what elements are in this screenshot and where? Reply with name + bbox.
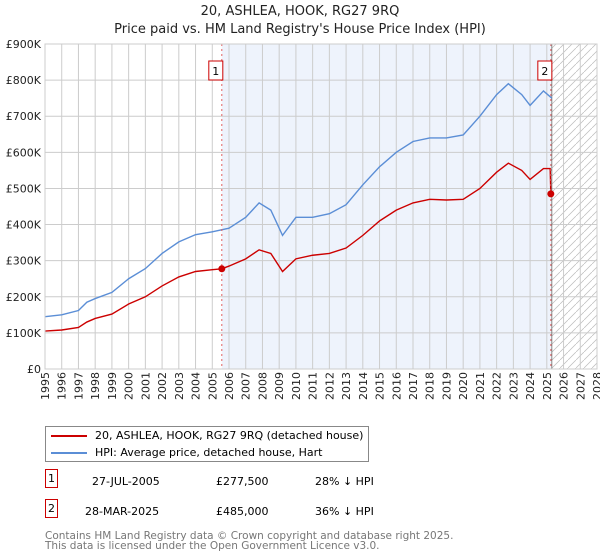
sale-hpi: 28% ↓ HPI (315, 475, 374, 488)
x-tick-label: 2009 (273, 372, 286, 400)
x-tick-label: 2007 (240, 372, 253, 400)
ownership-shade (221, 44, 551, 369)
x-tick-label: 2004 (190, 372, 203, 400)
x-tick-label: 2020 (457, 372, 470, 400)
chart-subtitle: Price paid vs. HM Land Registry's House … (114, 22, 486, 37)
series-line (44, 82, 553, 318)
x-tick-label: 2025 (541, 372, 554, 400)
sale-label-box (208, 60, 224, 81)
x-tick-label: 1995 (39, 372, 52, 400)
x-tick-label: 1999 (106, 372, 119, 400)
x-tick-label: 2019 (440, 372, 453, 400)
x-tick-label: 2016 (390, 372, 403, 400)
x-tick-label: 2023 (507, 372, 520, 400)
sale-price: £485,000 (216, 505, 269, 518)
sale-hpi: 36% ↓ HPI (315, 505, 374, 518)
x-tick-label: 1997 (72, 372, 85, 400)
y-tick-label: £500K (6, 182, 42, 195)
x-tick-label: 2010 (290, 372, 303, 400)
plot-border (44, 43, 598, 370)
sale-badge: 1 (45, 469, 58, 488)
x-tick-label: 2002 (156, 372, 169, 400)
sale-date: 27-JUL-2005 (92, 475, 160, 488)
sale-point (218, 265, 226, 273)
x-tick-label: 2018 (424, 372, 437, 400)
x-tick-label: 2013 (340, 372, 353, 400)
footer: Contains HM Land Registry data © Crown c… (45, 530, 454, 552)
y-tick-label: £800K (6, 74, 42, 87)
y-tick-label: £200K (6, 291, 42, 304)
y-tick-label: £300K (6, 255, 42, 268)
legend-item-hpi: HPI: Average price, detached house, Hart (46, 444, 322, 461)
sale-badge: 2 (45, 499, 58, 518)
y-tick-label: £700K (6, 110, 42, 123)
y-tick-label: £900K (6, 38, 42, 51)
x-tick-label: 2008 (256, 372, 269, 400)
x-tick-label: 2021 (474, 372, 487, 400)
x-tick-label: 2011 (307, 372, 320, 400)
x-tick-label: 2005 (206, 372, 219, 400)
x-tick-label: 1998 (89, 372, 102, 400)
y-tick-label: £0 (27, 363, 41, 376)
sale-price: £277,500 (216, 475, 269, 488)
sale-date: 28-MAR-2025 (85, 505, 160, 518)
x-tick-label: 2006 (223, 372, 236, 400)
legend-label: HPI: Average price, detached house, Hart (95, 446, 323, 459)
footer-line: This data is licensed under the Open Gov… (45, 540, 380, 552)
x-tick-label: 2012 (323, 372, 336, 400)
x-tick-label: 2022 (491, 372, 504, 400)
legend-label: 20, ASHLEA, HOOK, RG27 9RQ (detached hou… (95, 429, 364, 442)
x-tick-label: 1996 (56, 372, 69, 400)
sale-label: 2 (541, 65, 548, 78)
x-tick-label: 2017 (407, 372, 420, 400)
x-tick-label: 2014 (357, 372, 370, 400)
forecast-hatch (551, 44, 597, 369)
sale-label: 1 (212, 65, 219, 78)
series-line (44, 162, 552, 332)
sale-label-box (537, 60, 553, 81)
x-tick-label: 2027 (574, 372, 587, 400)
y-tick-label: £400K (6, 219, 42, 232)
chart-title: 20, ASHLEA, HOOK, RG27 9RQ (200, 4, 400, 19)
y-tick-label: £100K (6, 327, 42, 340)
x-tick-label: 2028 (591, 372, 600, 400)
footer-line: Contains HM Land Registry data © Crown c… (45, 530, 454, 542)
x-tick-label: 2026 (558, 372, 571, 400)
x-tick-label: 2000 (123, 372, 136, 400)
x-tick-label: 2003 (173, 372, 186, 400)
plot-area: 1995 1996 1997 1998 1999 2000 2001 2002 2003 2004… (6, 38, 600, 400)
x-tick-label: 2001 (139, 372, 152, 400)
x-tick-label: 2024 (524, 372, 537, 400)
x-tick-label: 2015 (374, 372, 387, 400)
y-tick-label: £600K (6, 146, 42, 159)
legend: 20, ASHLEA, HOOK, RG27 9RQ (detached hou… (45, 426, 369, 462)
legend-item-property: 20, ASHLEA, HOOK, RG27 9RQ (detached hou… (46, 427, 363, 444)
sale-point (547, 190, 555, 198)
